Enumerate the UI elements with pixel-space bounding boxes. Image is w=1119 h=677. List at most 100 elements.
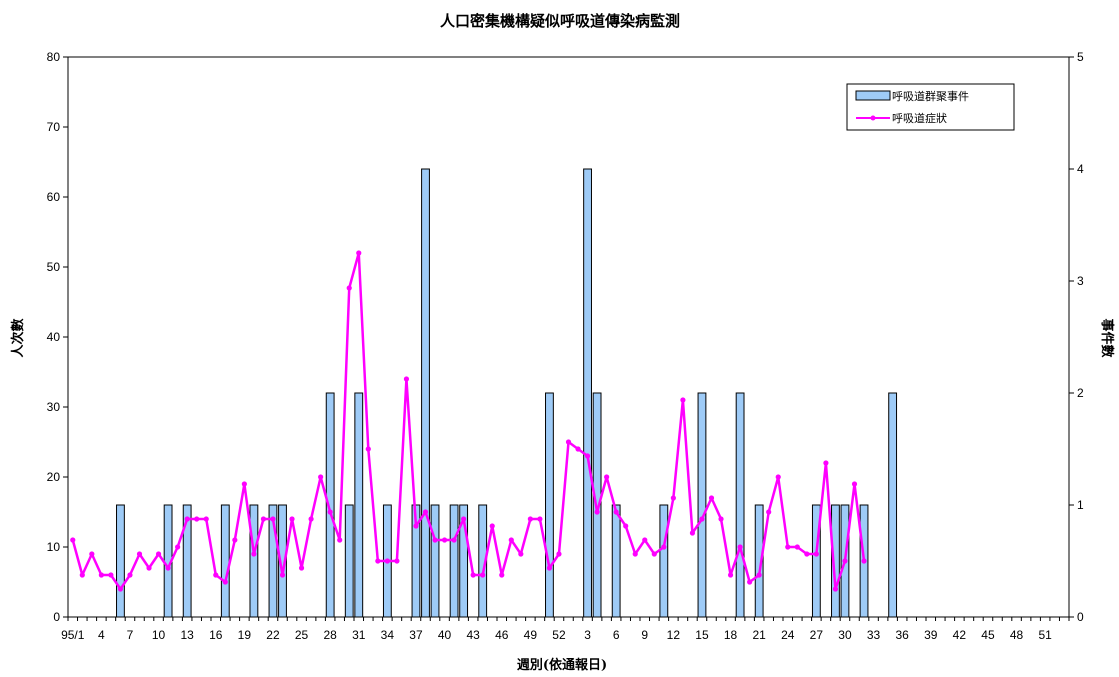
line-point bbox=[575, 446, 581, 452]
line-point bbox=[375, 558, 381, 564]
x-tick-label: 34 bbox=[381, 628, 395, 642]
x-tick-label: 13 bbox=[180, 628, 194, 642]
bar bbox=[354, 392, 364, 618]
bar bbox=[278, 504, 287, 618]
line-point bbox=[222, 579, 228, 585]
line-point bbox=[804, 551, 810, 557]
bar bbox=[325, 392, 335, 618]
line-point bbox=[79, 572, 85, 578]
line-point bbox=[184, 516, 190, 522]
y-left-tick-label: 70 bbox=[47, 120, 61, 134]
bar bbox=[268, 504, 278, 618]
line-point bbox=[642, 537, 648, 543]
line-point bbox=[461, 516, 467, 522]
x-tick-label: 22 bbox=[266, 628, 280, 642]
line-point bbox=[356, 250, 362, 256]
line-point bbox=[747, 579, 753, 585]
legend-label-bar: 呼吸道群聚事件 bbox=[892, 89, 969, 103]
line-point bbox=[346, 285, 352, 291]
line-point bbox=[441, 537, 448, 543]
line-point bbox=[203, 516, 209, 522]
line-point bbox=[499, 572, 505, 578]
x-axis-title: 週別(依通報日) bbox=[517, 657, 607, 673]
line-point bbox=[680, 397, 686, 403]
line-point bbox=[480, 572, 486, 578]
line-point bbox=[327, 509, 333, 515]
line-point bbox=[308, 516, 314, 522]
x-tick-label: 37 bbox=[409, 628, 423, 642]
line-point bbox=[708, 495, 715, 501]
x-tick-label: 24 bbox=[781, 628, 795, 642]
x-tick-label: 33 bbox=[867, 628, 881, 642]
y-left-tick-label: 80 bbox=[47, 50, 61, 64]
bar bbox=[831, 504, 840, 618]
line-point bbox=[785, 544, 791, 550]
line-point bbox=[556, 551, 562, 557]
line-point bbox=[546, 565, 553, 571]
chart-title: 人口密集機構疑似呼吸道傳染病監測 bbox=[440, 12, 680, 30]
line-point bbox=[623, 523, 629, 529]
x-tick-label: 45 bbox=[981, 628, 995, 642]
y-left-tick-label: 20 bbox=[47, 470, 61, 484]
line-point bbox=[565, 439, 572, 445]
line-point bbox=[298, 565, 305, 571]
x-tick-label: 18 bbox=[724, 628, 738, 642]
bar bbox=[182, 504, 192, 618]
line-point bbox=[117, 586, 124, 592]
bar bbox=[583, 168, 592, 618]
line-point bbox=[241, 481, 247, 487]
line-point bbox=[489, 523, 495, 529]
bar bbox=[449, 504, 459, 618]
line-point bbox=[651, 551, 657, 557]
line-point bbox=[737, 544, 743, 550]
x-tick-label: 95/1 bbox=[61, 628, 85, 642]
line-point bbox=[155, 551, 162, 557]
legend: 呼吸道群聚事件 呼吸道症狀 bbox=[846, 83, 1015, 131]
bar bbox=[459, 504, 469, 618]
line-point bbox=[718, 516, 724, 522]
line-point bbox=[537, 516, 543, 522]
line-point bbox=[756, 572, 762, 578]
line-point bbox=[213, 572, 219, 578]
line-point bbox=[832, 586, 839, 592]
y-left-tick-label: 30 bbox=[47, 400, 61, 414]
legend-swatch-marker bbox=[870, 115, 876, 121]
x-tick-label: 49 bbox=[524, 628, 538, 642]
legend-label-line: 呼吸道症狀 bbox=[892, 111, 947, 125]
bar bbox=[116, 504, 125, 618]
bar bbox=[545, 392, 554, 618]
line-point bbox=[470, 572, 476, 578]
line-point bbox=[508, 537, 514, 543]
x-tick-label: 51 bbox=[1038, 628, 1052, 642]
line-point bbox=[260, 516, 267, 522]
line-point bbox=[699, 516, 705, 522]
x-tick-label: 30 bbox=[838, 628, 852, 642]
bar bbox=[220, 504, 230, 618]
x-tick-label: 39 bbox=[924, 628, 938, 642]
y-right-tick-label: 3 bbox=[1077, 274, 1084, 288]
x-tick-label: 42 bbox=[953, 628, 967, 642]
bar bbox=[611, 504, 621, 618]
line-point bbox=[813, 551, 819, 557]
line-point bbox=[279, 572, 286, 578]
line-point bbox=[232, 537, 238, 543]
x-tick-label: 4 bbox=[98, 628, 105, 642]
x-tick-label: 6 bbox=[613, 628, 620, 642]
y-axis-left-title: 人次數 bbox=[10, 318, 26, 357]
line-point bbox=[289, 516, 295, 522]
line-point bbox=[823, 460, 829, 466]
y-axis-right-title: 事件數 bbox=[1099, 318, 1115, 357]
line-point bbox=[127, 572, 133, 578]
line-point bbox=[632, 551, 638, 557]
line-point bbox=[70, 537, 76, 543]
line-point bbox=[108, 572, 114, 578]
line-point bbox=[727, 572, 734, 578]
y-left-tick-label: 0 bbox=[53, 610, 60, 624]
line-point bbox=[136, 551, 143, 557]
line-point bbox=[861, 558, 867, 564]
line-point bbox=[89, 551, 95, 557]
x-tick-label: 15 bbox=[695, 628, 709, 642]
legend-swatch-bar bbox=[855, 90, 891, 101]
line-point bbox=[194, 516, 200, 522]
